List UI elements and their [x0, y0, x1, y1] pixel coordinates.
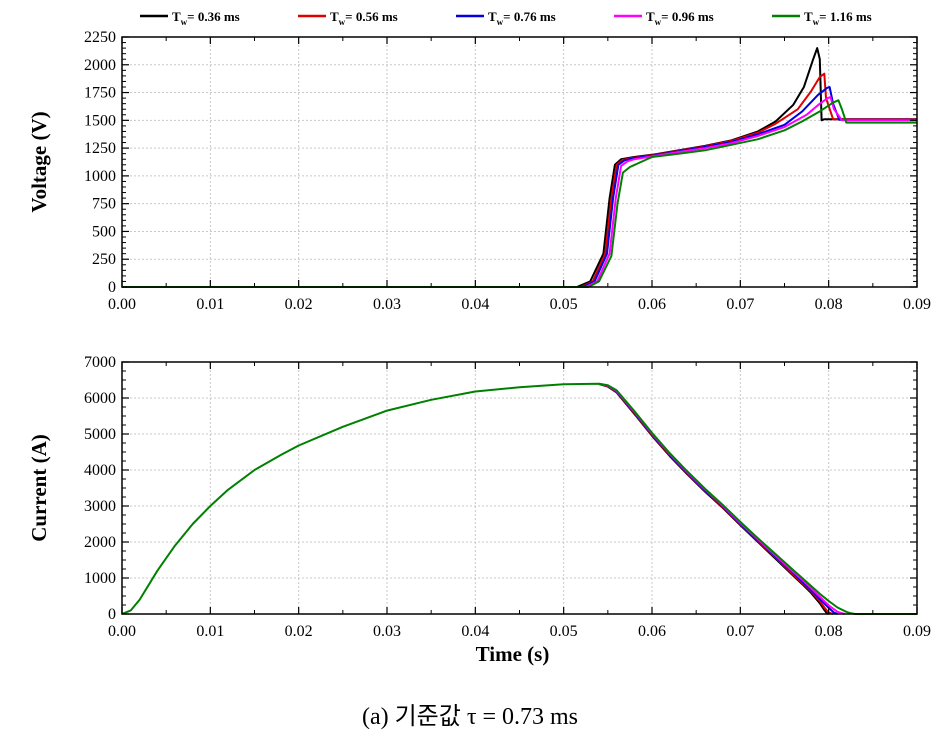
legend: Tw= 0.36 ms Tw= 0.56 ms Tw= 0.76 ms Tw= 0.9… [140, 9, 872, 27]
current-x-tick-label: 0.09 [903, 623, 931, 640]
current-grid [122, 362, 917, 614]
voltage-y-tick-label: 1750 [84, 85, 116, 102]
current-y-tick-label: 7000 [84, 354, 116, 371]
voltage-y-tick-label: 1500 [84, 112, 116, 129]
voltage-x-tick-label: 0.09 [903, 296, 931, 313]
current-y-tick-label: 6000 [84, 390, 116, 407]
voltage-x-tick-label: 0.07 [726, 296, 754, 313]
voltage-x-tick-label: 0.05 [550, 296, 578, 313]
voltage-series-line-3 [122, 86, 917, 288]
legend-item: Tw= 0.76 ms [456, 9, 556, 27]
voltage-plot-frame [121, 36, 918, 288]
current-ticks: 0.00 0.01 0.02 0.03 0.04 0.05 0.06 0.07 0.08 0.09… [84, 354, 931, 640]
legend-label: Tw= 0.56 ms [330, 9, 398, 27]
current-x-tick-label: 0.01 [196, 623, 224, 640]
current-y-tick-label: 2000 [84, 534, 116, 551]
current-series [122, 382, 917, 615]
voltage-series [122, 47, 917, 288]
current-x-tick-label: 0.07 [726, 623, 754, 640]
current-y-axis-title: Current (A) [27, 434, 51, 542]
legend-item: Tw= 1.16 ms [772, 9, 872, 27]
current-y-tick-label: 5000 [84, 426, 116, 443]
legend-item: Tw= 0.56 ms [298, 9, 398, 27]
current-y-tick-label: 0 [108, 606, 116, 623]
current-series-line-5 [122, 382, 917, 615]
voltage-y-tick-label: 500 [92, 223, 116, 240]
current-x-tick-label: 0.05 [550, 623, 578, 640]
legend-label: Tw= 0.76 ms [488, 9, 556, 27]
voltage-y-tick-label: 2250 [84, 29, 116, 46]
voltage-series-line-4 [122, 96, 917, 288]
current-x-tick-label: 0.03 [373, 623, 401, 640]
voltage-x-tick-label: 0.00 [108, 296, 136, 313]
current-y-tick-label: 3000 [84, 498, 116, 515]
voltage-x-tick-label: 0.01 [196, 296, 224, 313]
voltage-ticks: 0.00 0.01 0.02 0.03 0.04 0.05 0.06 0.07 0.08 0.09… [84, 29, 931, 313]
voltage-series-line-2 [122, 72, 917, 288]
current-chart: 0.00 0.01 0.02 0.03 0.04 0.05 0.06 0.07 0.08 0.09… [27, 354, 931, 666]
voltage-y-tick-label: 1250 [84, 140, 116, 157]
current-x-tick-label: 0.08 [815, 623, 843, 640]
voltage-y-tick-label: 1000 [84, 168, 116, 185]
voltage-chart: 0.00 0.01 0.02 0.03 0.04 0.05 0.06 0.07 0.08 0.09… [27, 29, 931, 313]
legend-label: Tw= 0.96 ms [646, 9, 714, 27]
voltage-y-tick-label: 0 [108, 279, 116, 296]
current-x-tick-label: 0.04 [461, 623, 489, 640]
legend-label: Tw= 0.36 ms [172, 9, 240, 27]
current-x-tick-label: 0.00 [108, 623, 136, 640]
current-x-axis-title: Time (s) [476, 642, 550, 666]
current-y-tick-label: 1000 [84, 570, 116, 587]
voltage-x-tick-label: 0.04 [461, 296, 489, 313]
current-x-tick-label: 0.06 [638, 623, 666, 640]
voltage-x-tick-label: 0.06 [638, 296, 666, 313]
legend-label: Tw= 1.16 ms [804, 9, 872, 27]
current-series-line-4 [598, 382, 845, 615]
figure-caption: (a) 기준값 τ = 0.73 ms [361, 704, 579, 730]
voltage-series-line-5 [122, 99, 917, 288]
legend-item: Tw= 0.96 ms [614, 9, 714, 27]
current-y-tick-label: 4000 [84, 462, 116, 479]
voltage-y-tick-label: 250 [92, 251, 116, 268]
legend-item: Tw= 0.36 ms [140, 9, 240, 27]
voltage-x-tick-label: 0.08 [815, 296, 843, 313]
voltage-x-tick-label: 0.03 [373, 296, 401, 313]
voltage-grid [122, 37, 917, 287]
voltage-y-tick-label: 2000 [84, 57, 116, 74]
voltage-x-tick-label: 0.02 [285, 296, 313, 313]
voltage-y-axis-title: Voltage (V) [27, 111, 51, 212]
voltage-series-line-1 [122, 47, 917, 288]
voltage-y-tick-label: 750 [92, 196, 116, 213]
current-x-tick-label: 0.02 [285, 623, 313, 640]
